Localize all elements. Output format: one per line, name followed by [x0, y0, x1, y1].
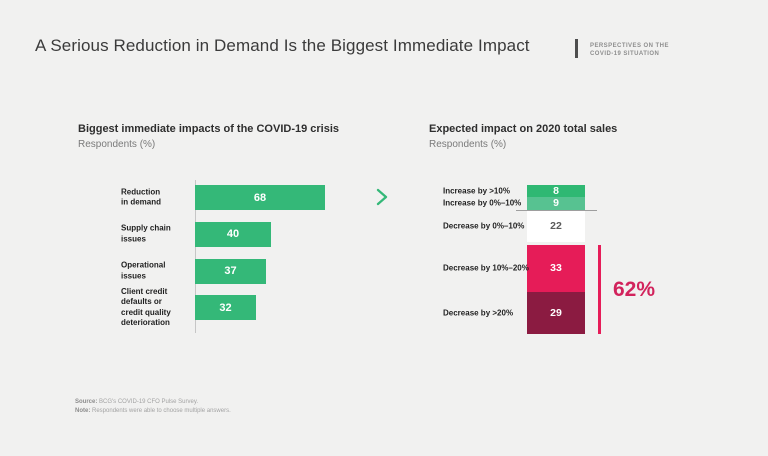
source-label: Source: [75, 399, 98, 405]
bar-category-label: Reduction in demand [121, 187, 162, 207]
bar-row: Reduction in demand 68 [121, 185, 421, 210]
decrease-total-percentage: 62% [613, 277, 656, 301]
segment-category-label: Increase by >10% [443, 186, 510, 196]
decrease-total-bracket [598, 244, 601, 335]
bar-row: Operational issues 37 [121, 258, 421, 284]
page-title: A Serious Reduction in Demand Is the Big… [35, 36, 530, 55]
segment-category-label: Decrease by >20% [443, 308, 514, 318]
bar-value: 32 [219, 301, 232, 314]
segment-category-label: Decrease by 10%–20% [443, 263, 529, 273]
series-tag-line1: PERSPECTIVES ON THE [590, 43, 669, 49]
bar-row: Supply chain issues 40 [121, 221, 421, 247]
series-tag-line2: COVID-19 SITUATION [590, 51, 660, 57]
increase-decrease-divider-line [516, 209, 597, 211]
segment-value: 33 [550, 262, 562, 275]
right-chart-subtitle: Respondents (%) [429, 139, 507, 150]
stack-segment: 8 [527, 185, 585, 197]
bar: 32 [195, 295, 256, 321]
left-chart-subtitle: Respondents (%) [78, 139, 156, 150]
segment-category-label: Decrease by 0%–10% [443, 221, 525, 231]
bar-row: Client credit defaults or credit quality… [121, 287, 421, 327]
bar: 40 [195, 221, 271, 247]
left-chart-title: Biggest immediate impacts of the COVID-1… [78, 123, 340, 135]
note-line: Note: Respondents were able to choose mu… [75, 407, 231, 416]
series-tag: PERSPECTIVES ON THE COVID-19 SITUATION [590, 42, 669, 58]
bar-category-label: Supply chain issues [121, 223, 171, 244]
stack-segment: 33 [527, 244, 585, 293]
stack-segment: 9 [527, 196, 585, 210]
stack-segment: 29 [527, 292, 585, 335]
bar-value: 37 [224, 265, 237, 278]
footnotes: Source: BCG's COVID-19 CFO Pulse Survey.… [75, 398, 231, 416]
bar: 37 [195, 258, 266, 284]
left-chart-axis-line [195, 180, 196, 333]
bar-value: 68 [253, 191, 267, 204]
segment-value: 22 [550, 219, 562, 232]
bar-category-label: Client credit defaults or credit quality… [121, 286, 171, 328]
stacked-bar: 8 9 22 33 29 Increase by >10% Increase b… [443, 185, 655, 345]
segment-value: 29 [550, 307, 562, 320]
source-text: BCG's COVID-19 CFO Pulse Survey. [99, 399, 199, 405]
note-text: Respondents were able to choose multiple… [92, 408, 231, 414]
stack-segment: 22 [527, 209, 585, 242]
source-line: Source: BCG's COVID-19 CFO Pulse Survey. [75, 398, 231, 407]
segment-value: 8 [553, 184, 559, 197]
right-chart-title: Expected impact on 2020 total sales [429, 123, 618, 135]
bar: 68 [195, 185, 325, 210]
segment-category-label: Increase by 0%–10% [443, 198, 522, 208]
chevron-right-icon [376, 188, 388, 206]
title-separator [575, 39, 578, 58]
note-label: Note: [75, 408, 91, 414]
bar-value: 40 [226, 228, 240, 241]
segment-value: 9 [553, 197, 559, 210]
bar-category-label: Operational issues [121, 260, 166, 281]
